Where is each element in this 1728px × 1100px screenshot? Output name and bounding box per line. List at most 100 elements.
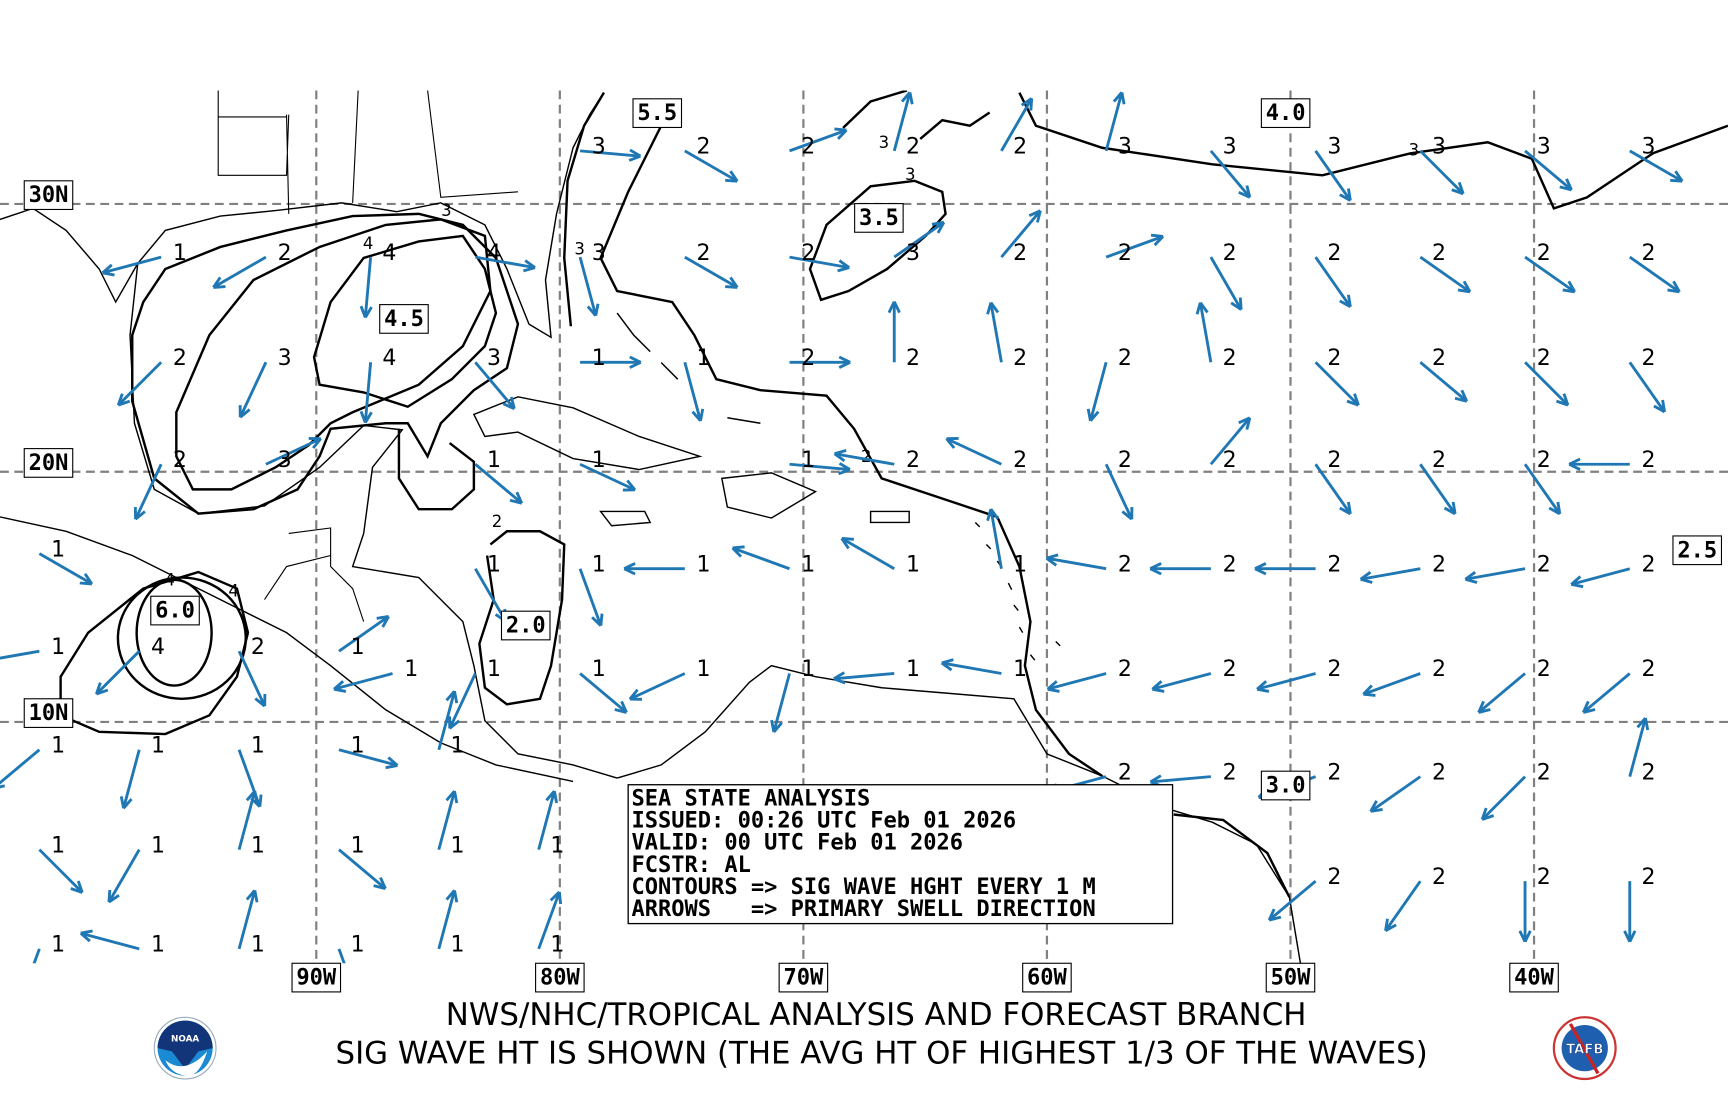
wave-height-value: 2 (1223, 346, 1237, 371)
swell-arrow-shaft (0, 649, 40, 660)
swell-arrow-head-icon (945, 437, 959, 449)
wave-point: 1 (628, 657, 711, 701)
wave-point: 2 (1209, 241, 1243, 311)
wave-point: 2 (1151, 657, 1237, 693)
wave-height-value: 1 (592, 552, 606, 577)
swell-arrow-head-icon (1369, 800, 1383, 813)
wave-point: 1 (840, 536, 920, 577)
swell-arrow-shaft (122, 749, 141, 809)
contour-inline-label: 3 (574, 240, 585, 259)
swell-arrow-shaft (945, 437, 1003, 466)
swell-arrow-shaft (1105, 235, 1164, 259)
swell-arrow-shaft (38, 552, 93, 586)
wave-height-value: 1 (592, 346, 606, 371)
swell-arrow-head-icon (1339, 501, 1352, 516)
swell-arrow-head-icon (940, 658, 954, 672)
swell-arrow-shaft (134, 463, 163, 520)
wave-point: 1 (448, 657, 501, 730)
wave-point: 1 (474, 448, 524, 505)
swell-arrow-shaft (1256, 672, 1316, 691)
swell-arrow-shaft (833, 672, 895, 681)
swell-arrow-head-icon (1121, 507, 1134, 521)
wave-height-value: 1 (550, 933, 564, 958)
swell-arrow-shaft (841, 537, 895, 570)
wave-height-value: 2 (1537, 241, 1551, 266)
swell-arrow-head-icon (333, 680, 347, 693)
wave-height-value: 2 (1641, 865, 1655, 890)
swell-arrow-head-icon (70, 880, 84, 894)
wave-point: 3 (265, 437, 322, 473)
lon-label-40w: 40W (1514, 966, 1555, 991)
wave-height-value: 1 (404, 657, 418, 682)
wave-height-value: 1 (173, 241, 187, 266)
wave-point: 2 (1314, 448, 1352, 516)
wave-point: 4 (95, 635, 165, 696)
swell-arrow-head-icon (838, 355, 851, 369)
swell-arrow-head-icon (1559, 178, 1573, 192)
contour-label-text: 2.0 (506, 614, 546, 639)
wave-point: 2 (833, 448, 920, 473)
wave-point: 1 (0, 733, 65, 789)
swell-arrow-head-icon (1238, 416, 1252, 430)
swell-arrow-shaft (1209, 149, 1251, 199)
swell-arrow-shaft (1481, 775, 1527, 821)
wave-height-value: 3 (1327, 135, 1341, 160)
wave-height-value: 2 (1327, 241, 1341, 266)
swell-arrow-head-icon (509, 491, 524, 505)
wave-height-value: 2 (1223, 760, 1237, 785)
wave-point: 1 (79, 929, 165, 958)
contour-label: 5.5 (632, 98, 683, 129)
swell-arrow-shaft (265, 437, 322, 466)
tafb-logo-text: TAFB (1566, 1043, 1603, 1058)
swell-arrow-head-icon (725, 170, 739, 183)
contour-label-text: 4.5 (384, 307, 424, 332)
swell-arrow-head-icon (119, 796, 133, 810)
wave-point: 1 (107, 833, 165, 904)
swell-arrow-shaft (237, 889, 257, 950)
wave-point: 2 (1105, 233, 1165, 266)
lat-label-20n: 20N (29, 451, 69, 476)
wave-point: 1 (623, 552, 711, 577)
swell-arrow-shaft (1419, 149, 1465, 195)
swell-arrow-head-icon (254, 693, 267, 708)
wave-height-value: 2 (251, 635, 265, 660)
wave-point: 2 (887, 301, 920, 371)
swell-arrow-shaft (684, 255, 739, 289)
swell-arrow-head-icon (1359, 570, 1373, 584)
swell-arrow-head-icon (107, 889, 120, 904)
wave-height-value: 2 (906, 135, 920, 160)
wave-height-value: 2 (1223, 552, 1237, 577)
swell-arrow-head-icon (931, 220, 946, 234)
swell-arrow-head-icon (1230, 297, 1243, 311)
info-arrows-legend: ARROWS => PRIMARY SWELL DIRECTION (631, 897, 1095, 922)
swell-arrow-head-icon (245, 790, 259, 804)
wave-height-value: 1 (906, 552, 920, 577)
swell-arrow-head-icon (1254, 562, 1267, 576)
wave-point: 2 (1419, 448, 1457, 516)
wave-height-value: 4 (382, 346, 396, 371)
swell-arrow-head-icon (79, 929, 93, 943)
wave-point: 2 (1628, 717, 1656, 785)
swell-arrow-head-icon (101, 263, 115, 277)
wave-point: 2 (1419, 241, 1472, 294)
swell-arrow-head-icon (731, 545, 745, 558)
swell-arrow-shaft (1314, 150, 1352, 202)
wave-point: 2 (1209, 416, 1252, 473)
wave-point: 2 (789, 241, 851, 273)
wave-height-value: 4 (382, 241, 396, 266)
noaa-logo-text: NOAA (171, 1035, 199, 1045)
wave-point: 2 (1149, 760, 1237, 788)
swell-arrow-shaft (579, 462, 636, 492)
wave-height-value: 2 (173, 346, 187, 371)
swell-arrow-shaft (1628, 717, 1647, 777)
contour-label-text: 5.5 (637, 101, 677, 126)
wave-point: 3 (1104, 91, 1132, 160)
wave-point: 2 (1518, 865, 1551, 943)
wave-height-value: 2 (173, 448, 187, 473)
swell-arrow-shaft (1419, 361, 1468, 403)
contour-inline-label: 4 (363, 234, 374, 253)
wave-point: 2 (1086, 346, 1132, 422)
swell-arrow-shaft (789, 255, 850, 270)
swell-arrow-shaft (732, 546, 791, 571)
swell-arrow-shaft (1524, 149, 1573, 191)
